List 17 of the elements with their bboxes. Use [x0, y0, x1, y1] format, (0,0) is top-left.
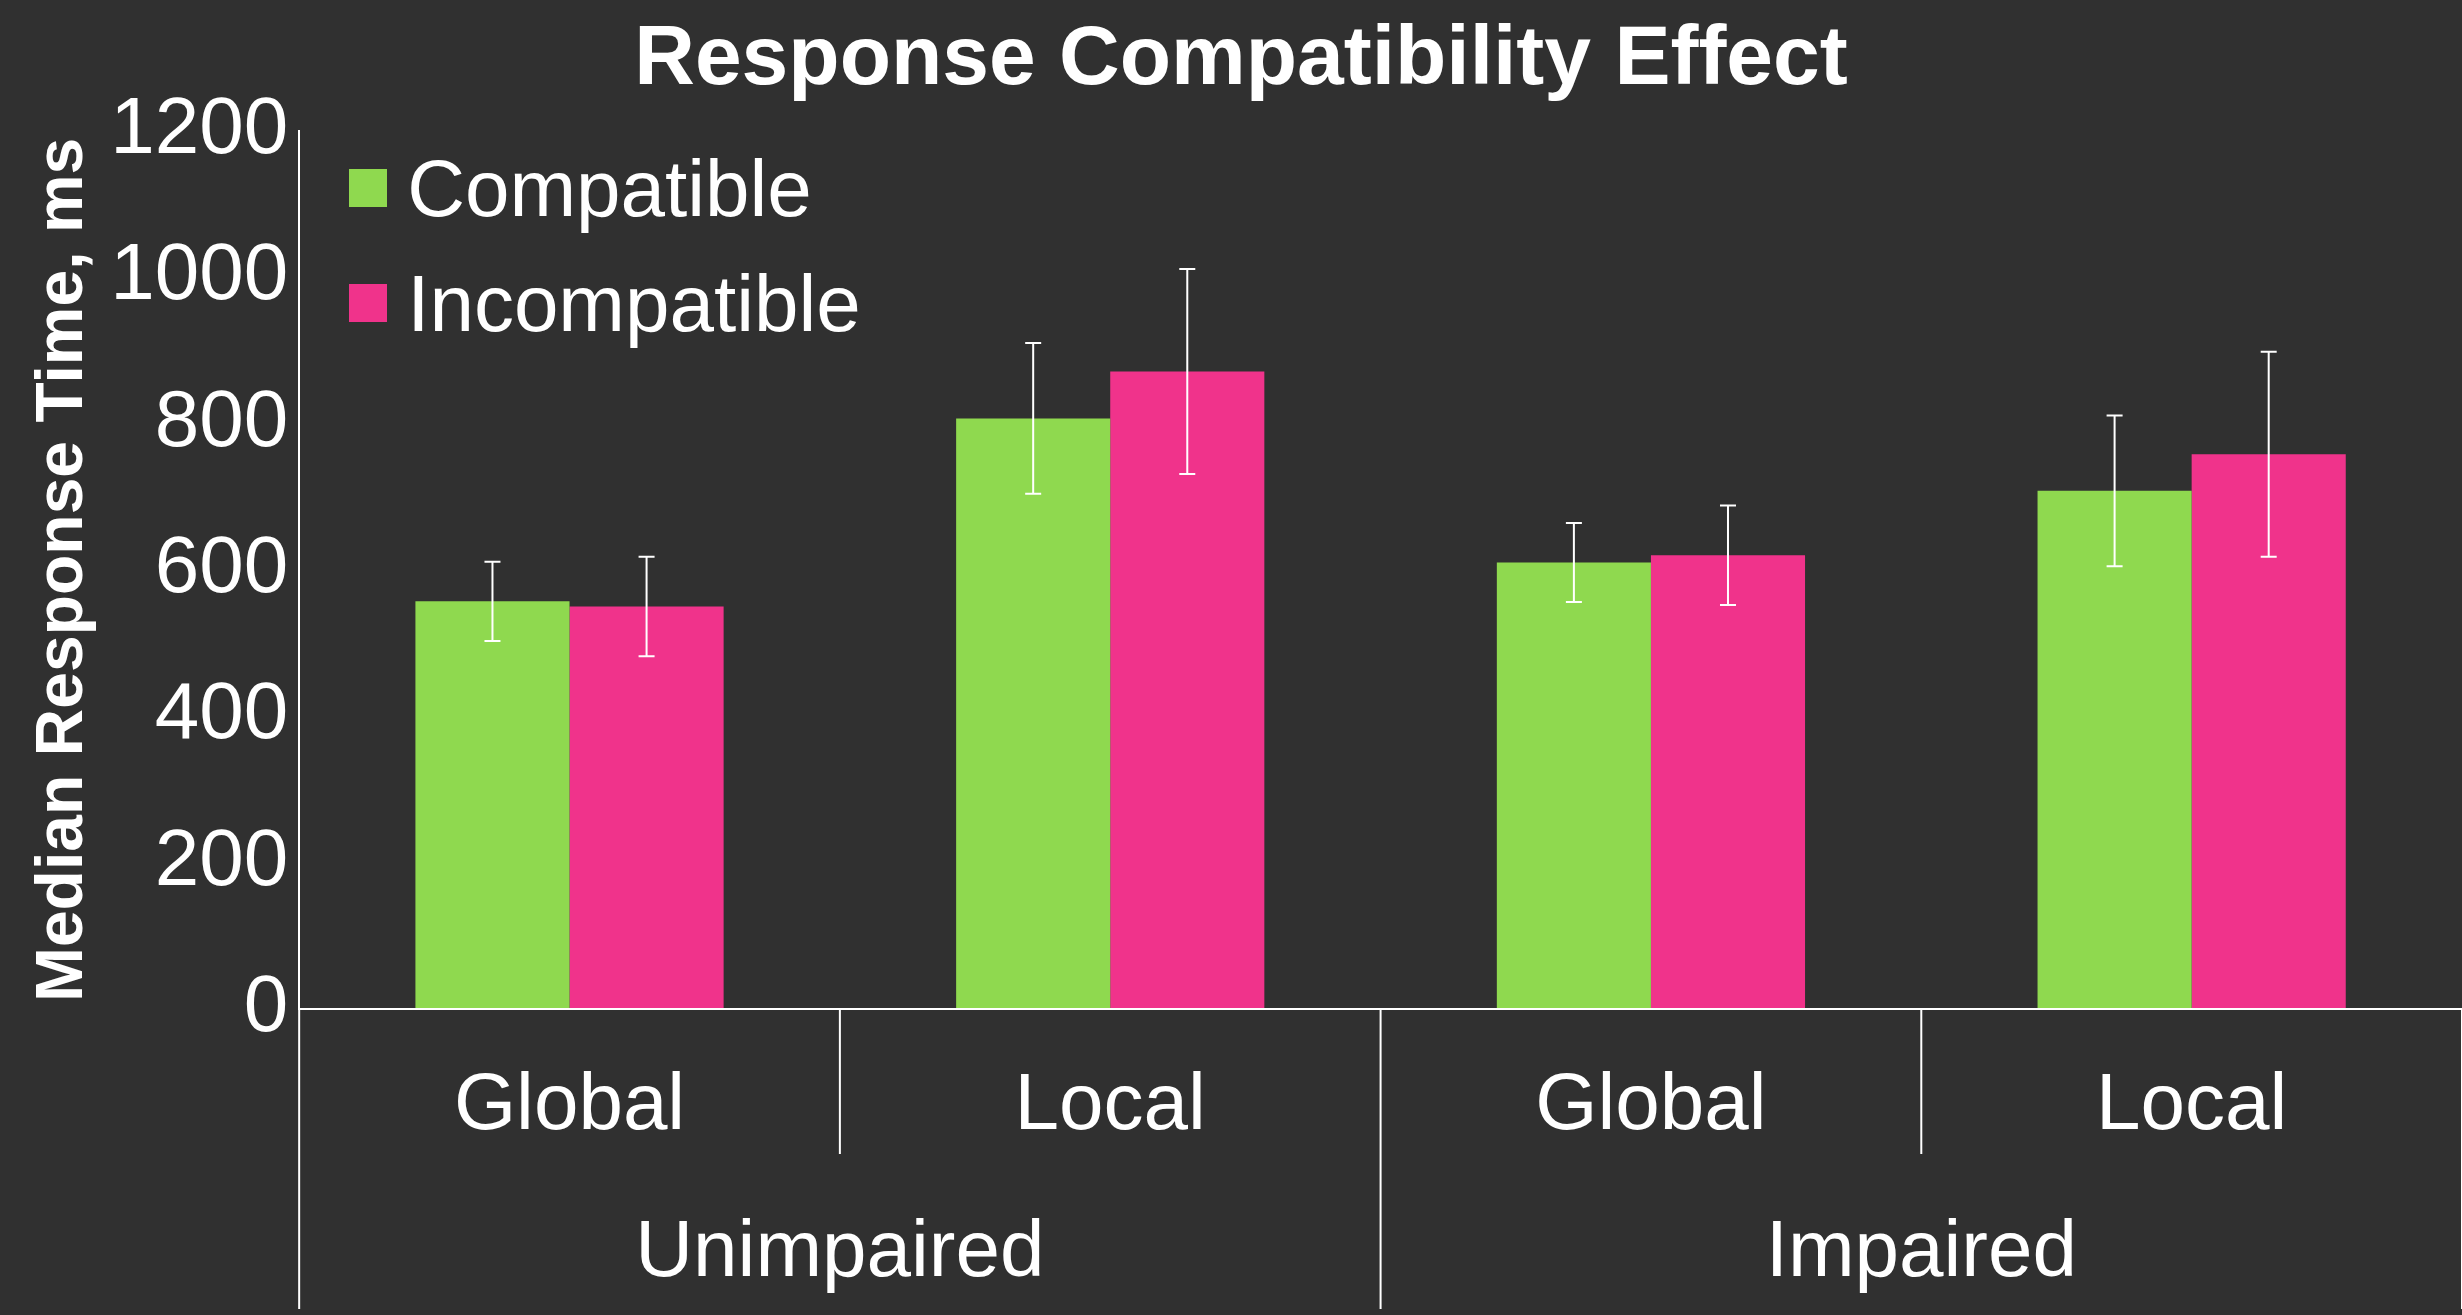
- legend-label: Incompatible: [407, 257, 861, 350]
- text: Impaired: [1765, 1204, 2077, 1294]
- x-tick-label: Global: [453, 1057, 686, 1147]
- legend-label: Compatible: [407, 142, 812, 235]
- y-tick-label: 1000: [110, 227, 289, 317]
- y-tick-label: 200: [154, 812, 289, 902]
- x-tick-label: Global: [1535, 1057, 1767, 1147]
- x-tick-label: Local: [2096, 1057, 2288, 1147]
- x-tick-label: Local: [1014, 1057, 1206, 1147]
- chart-title: Response Compatibility Effect: [634, 7, 1848, 102]
- y-tick-label: 600: [154, 519, 289, 609]
- y-tick-label: 1200: [110, 80, 289, 170]
- text: Unimpaired: [635, 1204, 1045, 1294]
- y-tick-label: 400: [154, 666, 289, 756]
- y-tick-label: 800: [154, 373, 289, 463]
- y-tick-label: 0: [243, 959, 289, 1049]
- y-axis-title: Median Response Time, ms: [21, 137, 96, 1003]
